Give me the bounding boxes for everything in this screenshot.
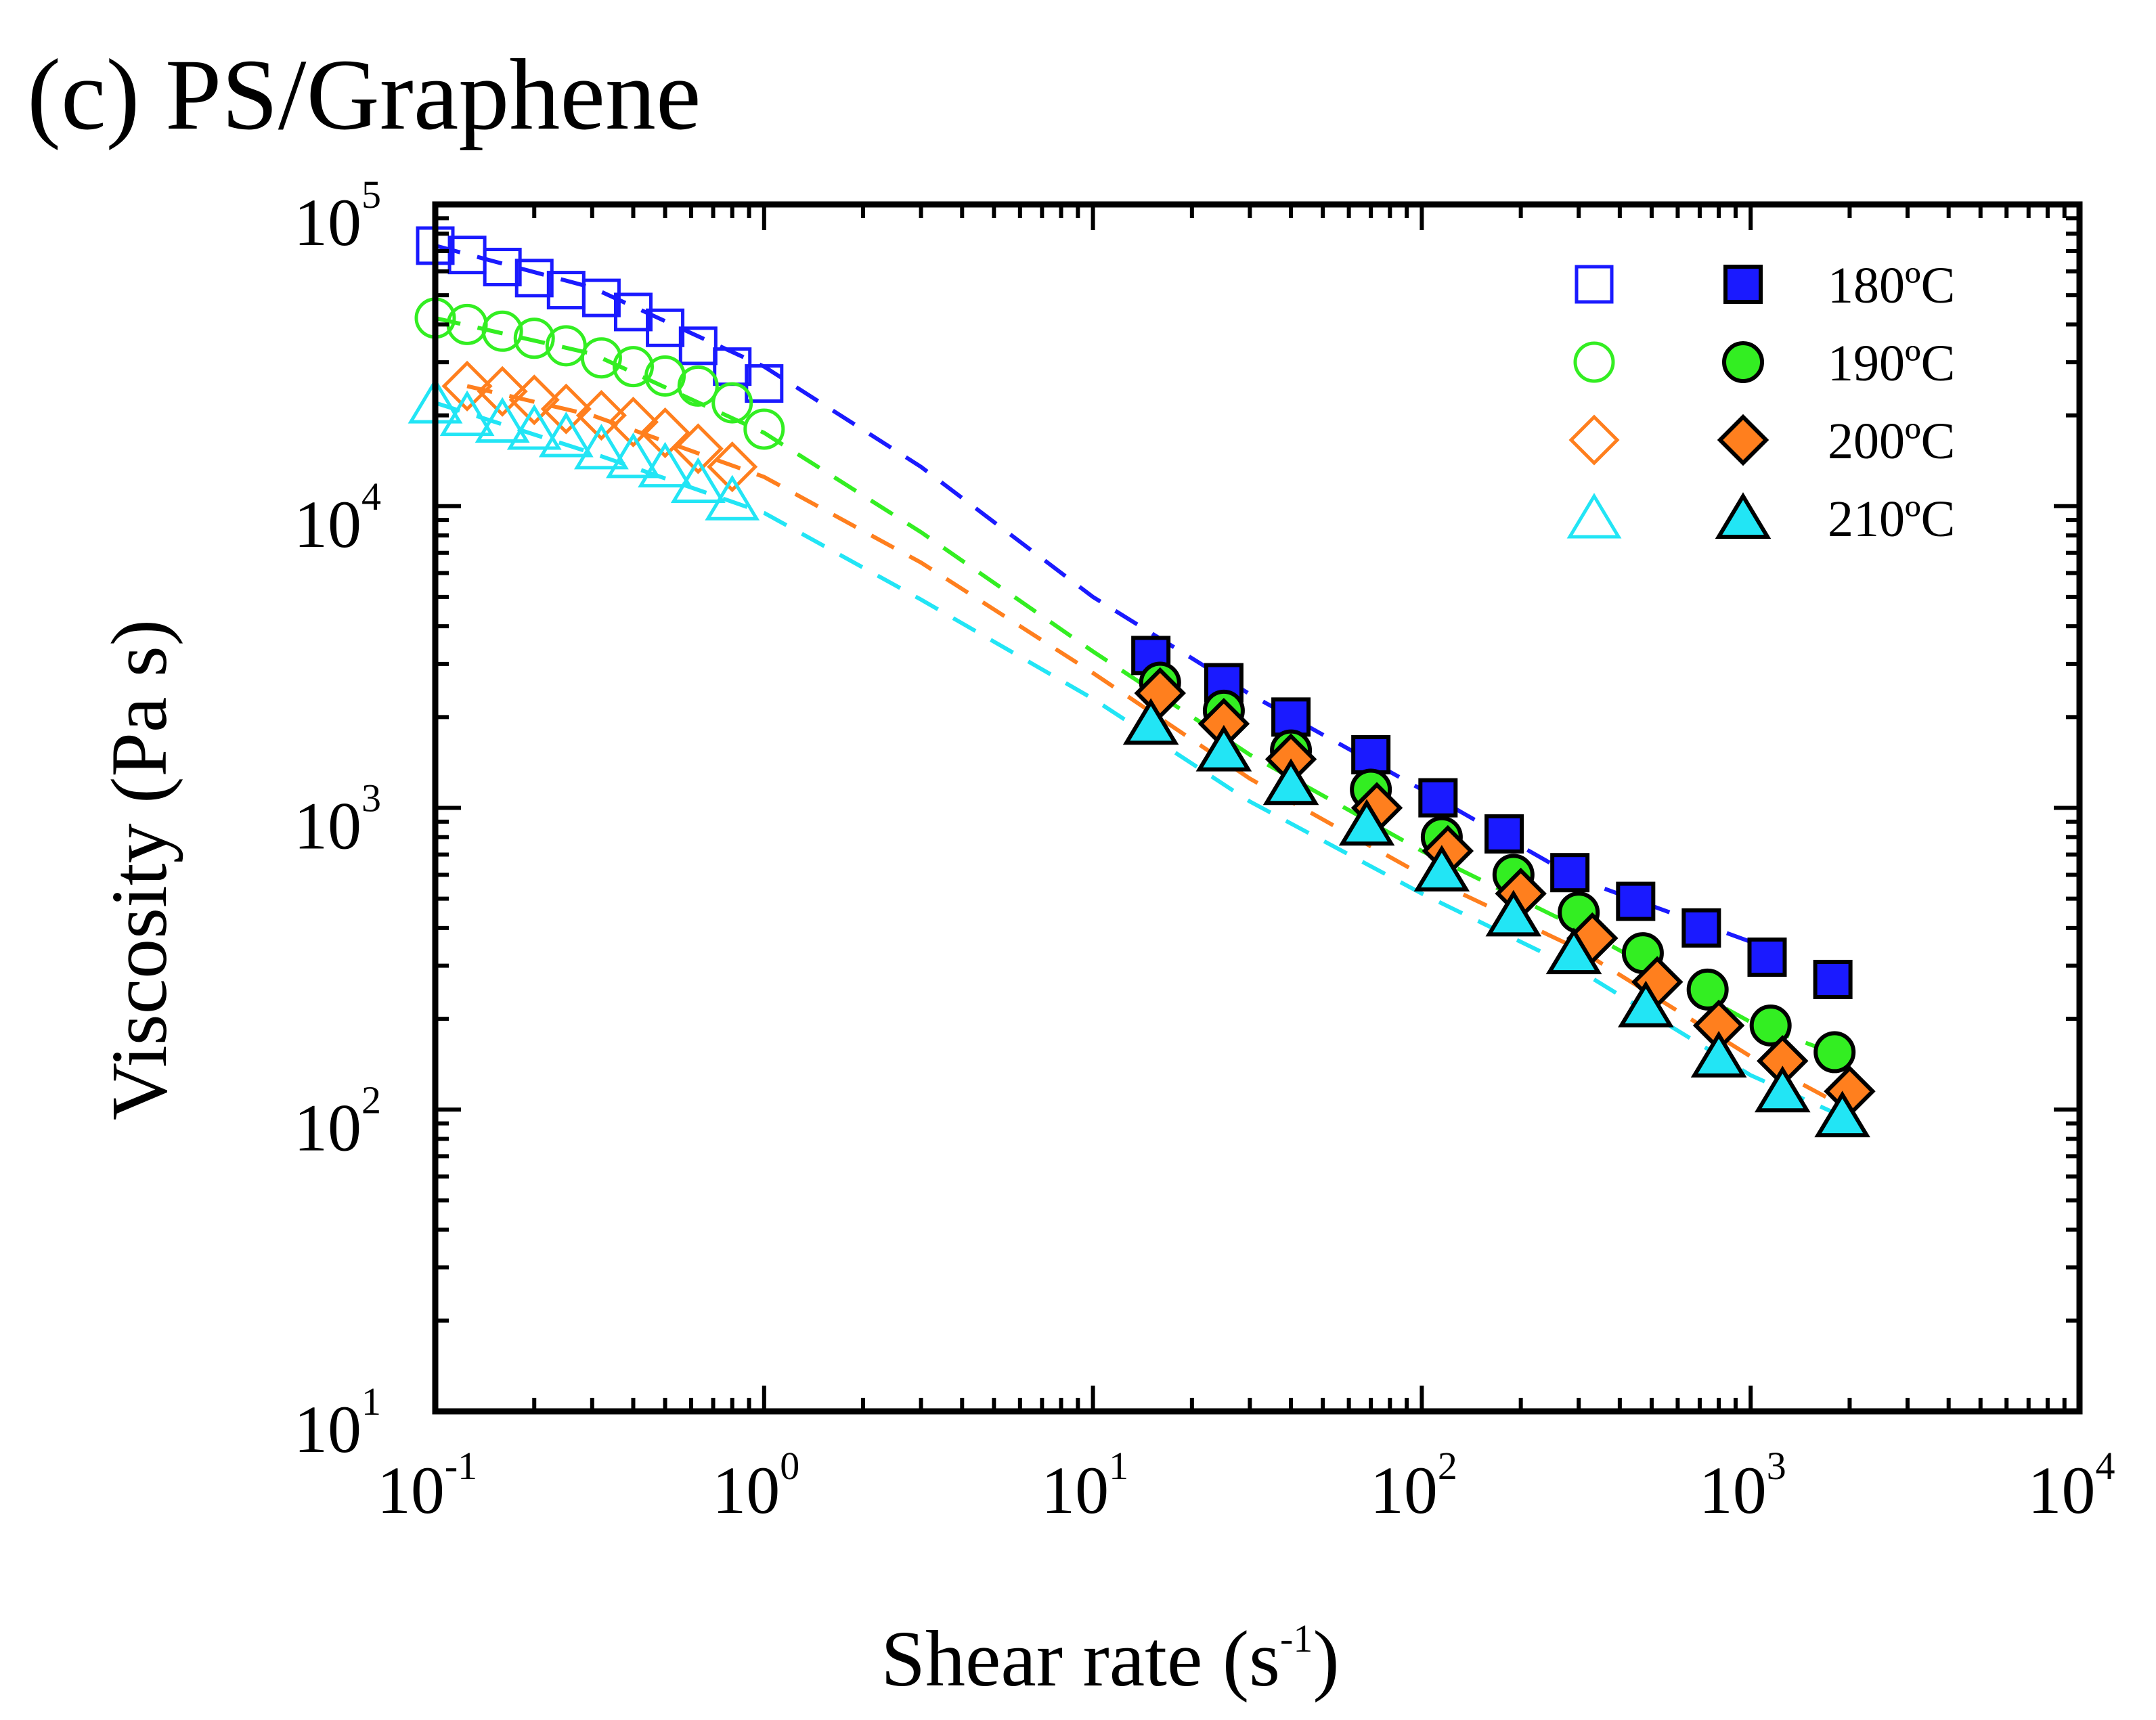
open-marker-s1-3	[513, 317, 555, 359]
x-axis-label: Shear rate (s-1)	[881, 1614, 1339, 1703]
filled-marker-s0-7	[1616, 881, 1656, 921]
open-marker-s1-10	[743, 408, 785, 450]
open-marker-s3-9	[705, 475, 760, 521]
open-marker-s0-5	[581, 278, 621, 317]
legend-open-marker-0	[1575, 265, 1614, 304]
x-axis-label-base: Shear rate (s	[881, 1614, 1280, 1703]
legend-label-0: 180ºC	[1828, 257, 1955, 314]
filled-marker-s3-3	[1338, 799, 1395, 846]
filled-marker-s1-8	[1686, 968, 1729, 1011]
filled-marker-s3-7	[1618, 980, 1674, 1028]
open-marker-s0-10	[745, 364, 784, 403]
open-marker-s1-9	[711, 382, 753, 424]
open-marker-s0-1	[447, 236, 487, 275]
y-axis-label: Viscosity (Pa s)	[95, 619, 183, 1120]
x-tick-label-0: 10-1	[377, 1444, 477, 1528]
fit-line-0	[435, 244, 1752, 944]
open-marker-s0-2	[483, 248, 522, 287]
open-marker-s0-4	[546, 271, 586, 310]
legend-filled-marker-0	[1723, 265, 1763, 304]
axes: 10-1 100 101 102 103 104 101 102 103 104 105	[294, 173, 2115, 1528]
open-marker-s3-2	[475, 397, 530, 443]
open-marker-s1-8	[677, 365, 719, 407]
filled-marker-s0-5	[1484, 814, 1524, 854]
y-tick-label-1: 102	[294, 1078, 381, 1165]
filled-marker-s3-9	[1754, 1065, 1811, 1113]
open-marker-s2-1	[477, 366, 528, 417]
open-marker-s2-6	[640, 407, 691, 458]
legend-filled-marker-2	[1717, 414, 1769, 466]
chart-title: (c) PS/Graphene	[27, 39, 701, 151]
filled-marker-s1-9	[1749, 1004, 1792, 1046]
open-marker-s3-1	[439, 390, 495, 437]
filled-marker-s3-0	[1122, 698, 1179, 745]
open-marker-s2-2	[508, 374, 560, 426]
open-marker-s0-3	[514, 259, 554, 298]
legend-open-marker-1	[1573, 341, 1615, 383]
legend-label-2: 200ºC	[1828, 413, 1955, 470]
x-tick-label-1: 100	[712, 1444, 799, 1528]
open-marker-s0-8	[678, 326, 718, 366]
filled-marker-s3-1	[1195, 724, 1252, 772]
filled-marker-s3-6	[1545, 927, 1602, 975]
filled-marker-s3-10	[1814, 1090, 1870, 1138]
filled-marker-s3-5	[1485, 889, 1542, 937]
x-tick-label-4: 103	[1699, 1444, 1786, 1528]
filled-marker-s1-10	[1813, 1031, 1856, 1074]
data-markers	[408, 226, 1876, 1138]
open-marker-s3-3	[506, 404, 562, 450]
open-marker-s3-4	[538, 412, 594, 458]
open-marker-s3-6	[606, 432, 661, 479]
filled-marker-s0-8	[1681, 908, 1721, 948]
y-tick-label-0: 101	[294, 1380, 381, 1467]
legend-filled-marker-1	[1722, 341, 1764, 383]
x-axis-label-close: )	[1313, 1614, 1339, 1703]
open-marker-s3-7	[638, 441, 692, 488]
legend-label-1: 190ºC	[1828, 335, 1955, 392]
legend-open-marker-2	[1568, 414, 1620, 466]
x-axis-label-exponent: -1	[1280, 1616, 1313, 1660]
x-tick-label-3: 102	[1370, 1444, 1457, 1528]
legend-open-marker-3	[1566, 493, 1622, 539]
legend-filled-marker-3	[1715, 492, 1772, 539]
open-marker-s1-6	[612, 346, 654, 388]
y-tick-label-2: 103	[294, 776, 381, 864]
legend: 180ºC 190ºC 200ºC 210ºC	[1566, 257, 1955, 548]
open-marker-s3-5	[573, 424, 629, 470]
filled-marker-s3-2	[1262, 758, 1319, 806]
filled-marker-s0-10	[1813, 959, 1853, 999]
open-marker-s2-8	[707, 441, 758, 493]
open-marker-s2-3	[540, 383, 592, 435]
filled-marker-s3-8	[1690, 1030, 1747, 1078]
y-tick-label-4: 105	[294, 173, 381, 260]
x-tick-label-2: 101	[1041, 1444, 1128, 1528]
open-marker-s1-2	[481, 310, 523, 352]
x-tick-label-5: 104	[2028, 1444, 2115, 1528]
open-marker-s2-5	[607, 396, 659, 448]
filled-marker-s0-4	[1418, 778, 1458, 818]
filled-marker-s0-2	[1271, 697, 1311, 737]
open-marker-s2-0	[441, 360, 493, 412]
filled-marker-s0-6	[1550, 853, 1590, 893]
open-marker-s3-8	[670, 457, 726, 503]
open-marker-s2-7	[672, 423, 724, 475]
open-marker-s1-5	[580, 337, 622, 379]
open-marker-s0-9	[713, 347, 752, 387]
filled-marker-s3-4	[1413, 845, 1470, 892]
filled-marker-s0-3	[1351, 735, 1391, 775]
legend-label-3: 210ºC	[1828, 491, 1955, 548]
open-marker-s0-6	[613, 292, 653, 332]
filled-marker-s0-9	[1747, 938, 1787, 977]
open-marker-s2-4	[575, 390, 627, 441]
y-tick-label-3: 104	[294, 475, 381, 562]
